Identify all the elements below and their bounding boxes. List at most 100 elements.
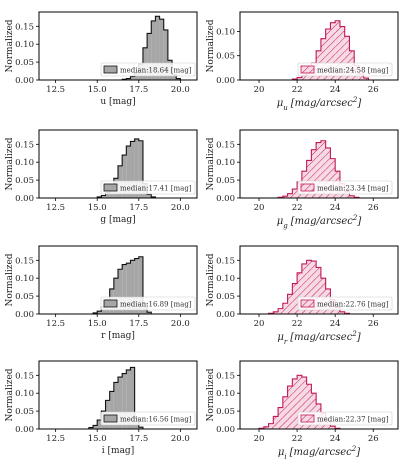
- legend-label: median:22.76 [mag]: [317, 301, 389, 309]
- y-tick-label: 0.05: [15, 292, 34, 302]
- legend-label: median:23.34 [mag]: [317, 185, 389, 193]
- panel-4: 0.00 0.05 0.10 0.15 12.5 15.0 17.5 20.0 Normaliz…: [5, 245, 198, 341]
- x-axis-label: u [mag]: [100, 97, 135, 107]
- histogram-bar: [147, 312, 152, 314]
- legend-label: median:24.58 [mag]: [317, 67, 389, 75]
- x-tick-label: 17.5: [129, 434, 148, 444]
- y-tick-label: 0.00: [216, 310, 235, 320]
- histogram-bar: [273, 416, 279, 429]
- histogram-bar: [282, 303, 288, 314]
- legend-label: median:16.56 [mag]: [120, 416, 192, 424]
- legend-box: [100, 411, 196, 426]
- histogram-bar: [263, 426, 269, 429]
- y-axis-label: Normalized: [5, 19, 15, 72]
- histogram-bar: [151, 20, 156, 80]
- histogram-bar: [301, 263, 307, 314]
- x-tick-label: 12.5: [46, 319, 65, 329]
- y-tick-label: 0.10: [216, 274, 235, 284]
- y-axis-label: Normalized: [5, 368, 15, 421]
- x-tick-label: 22: [292, 319, 303, 329]
- legend-swatch: [103, 414, 118, 423]
- legend-swatch: [103, 183, 118, 192]
- histogram-bar: [138, 427, 143, 429]
- histogram-bar: [134, 258, 139, 314]
- legend-box: [100, 62, 196, 77]
- x-tick-label: 20: [254, 203, 265, 213]
- y-tick-label: 0.05: [216, 52, 235, 62]
- histogram-bar: [268, 423, 274, 429]
- x-axis-label: μg [mag/arcsec2]: [277, 214, 362, 230]
- histogram-bar: [301, 377, 307, 429]
- histogram-bar: [339, 311, 345, 314]
- histogram-bar: [349, 195, 355, 198]
- histogram-bar: [130, 141, 135, 198]
- y-tick-label: 0.00: [216, 194, 235, 204]
- x-tick-label: 24: [330, 85, 341, 95]
- x-axis-label: μi [mag/arcsec2]: [278, 445, 360, 461]
- histogram-bar: [155, 16, 160, 80]
- legend-swatch: [300, 414, 315, 423]
- histogram-bar: [311, 149, 317, 198]
- histogram-bar: [134, 138, 139, 198]
- legend-box: [297, 296, 393, 311]
- x-tick-label: 20.0: [171, 85, 190, 95]
- x-tick-label: 20: [254, 434, 265, 444]
- y-tick-label: 0.10: [216, 27, 235, 37]
- y-tick-label: 0.10: [15, 40, 34, 50]
- legend-box: [100, 296, 196, 311]
- legend-swatch: [103, 299, 118, 308]
- panel-2: 0.00 0.05 0.10 0.15 12.5 15.0 17.5 20.0 Normaliz…: [5, 129, 198, 225]
- y-tick-label: 0.00: [15, 425, 34, 435]
- x-tick-label: 12.5: [46, 434, 65, 444]
- legend-label: median:16.89 [mag]: [120, 301, 192, 309]
- y-tick-label: 0.00: [15, 76, 34, 86]
- histogram-bar: [163, 29, 168, 80]
- x-tick-label: 22: [292, 203, 303, 213]
- histogram-bar: [113, 278, 118, 314]
- x-tick-label: 24: [330, 319, 341, 329]
- y-tick-label: 0.15: [15, 22, 34, 32]
- x-tick-label: 26: [368, 203, 379, 213]
- y-tick-label: 0.00: [15, 310, 34, 320]
- histogram-bar: [335, 307, 340, 314]
- y-tick-label: 0.10: [216, 158, 235, 168]
- y-tick-label: 0.15: [216, 256, 235, 266]
- histogram-bar: [126, 263, 131, 314]
- y-axis-label: Normalized: [206, 253, 216, 306]
- x-tick-label: 26: [368, 319, 379, 329]
- legend-swatch: [300, 183, 315, 192]
- axes-frame: [38, 129, 198, 199]
- histogram-bar: [97, 420, 102, 429]
- y-tick-label: 0.15: [15, 140, 34, 150]
- histogram-bar: [344, 191, 350, 198]
- histogram-bar: [330, 426, 336, 429]
- histogram-bar: [101, 195, 106, 198]
- histogram-bar: [292, 378, 298, 429]
- histogram-bar: [363, 78, 369, 80]
- histogram-bar: [287, 386, 293, 429]
- histogram-bar: [292, 283, 298, 314]
- y-tick-label: 0.05: [15, 58, 34, 68]
- histogram-bar: [138, 140, 143, 198]
- x-tick-label: 20.0: [171, 203, 190, 213]
- panel-6: 0.00 0.05 0.10 0.15 12.5 15.0 17.5 20.0 Normaliz…: [5, 360, 198, 456]
- histogram-bar: [330, 22, 336, 80]
- histogram-bar: [172, 74, 177, 80]
- panel-3: 0.00 0.05 0.10 0.15 20 22 24 26 Normalized μg [mag…: [206, 129, 399, 230]
- x-tick-label: 20.0: [171, 319, 190, 329]
- histogram-bar: [325, 29, 331, 80]
- histogram-bar: [311, 261, 317, 314]
- y-tick-label: 0.00: [15, 194, 34, 204]
- y-tick-label: 0.05: [15, 176, 34, 186]
- histogram-bar: [297, 272, 302, 314]
- histogram-bar: [126, 146, 131, 198]
- x-tick-label: 17.5: [129, 319, 148, 329]
- y-axis-label: Normalized: [206, 368, 216, 421]
- x-tick-label: 20.0: [171, 434, 190, 444]
- histogram-bar: [109, 391, 114, 429]
- histogram-bar: [134, 72, 139, 80]
- x-tick-label: 15.0: [88, 319, 107, 329]
- histogram-bar: [358, 74, 364, 80]
- y-tick-label: 0.15: [216, 371, 235, 381]
- x-tick-label: 24: [330, 203, 341, 213]
